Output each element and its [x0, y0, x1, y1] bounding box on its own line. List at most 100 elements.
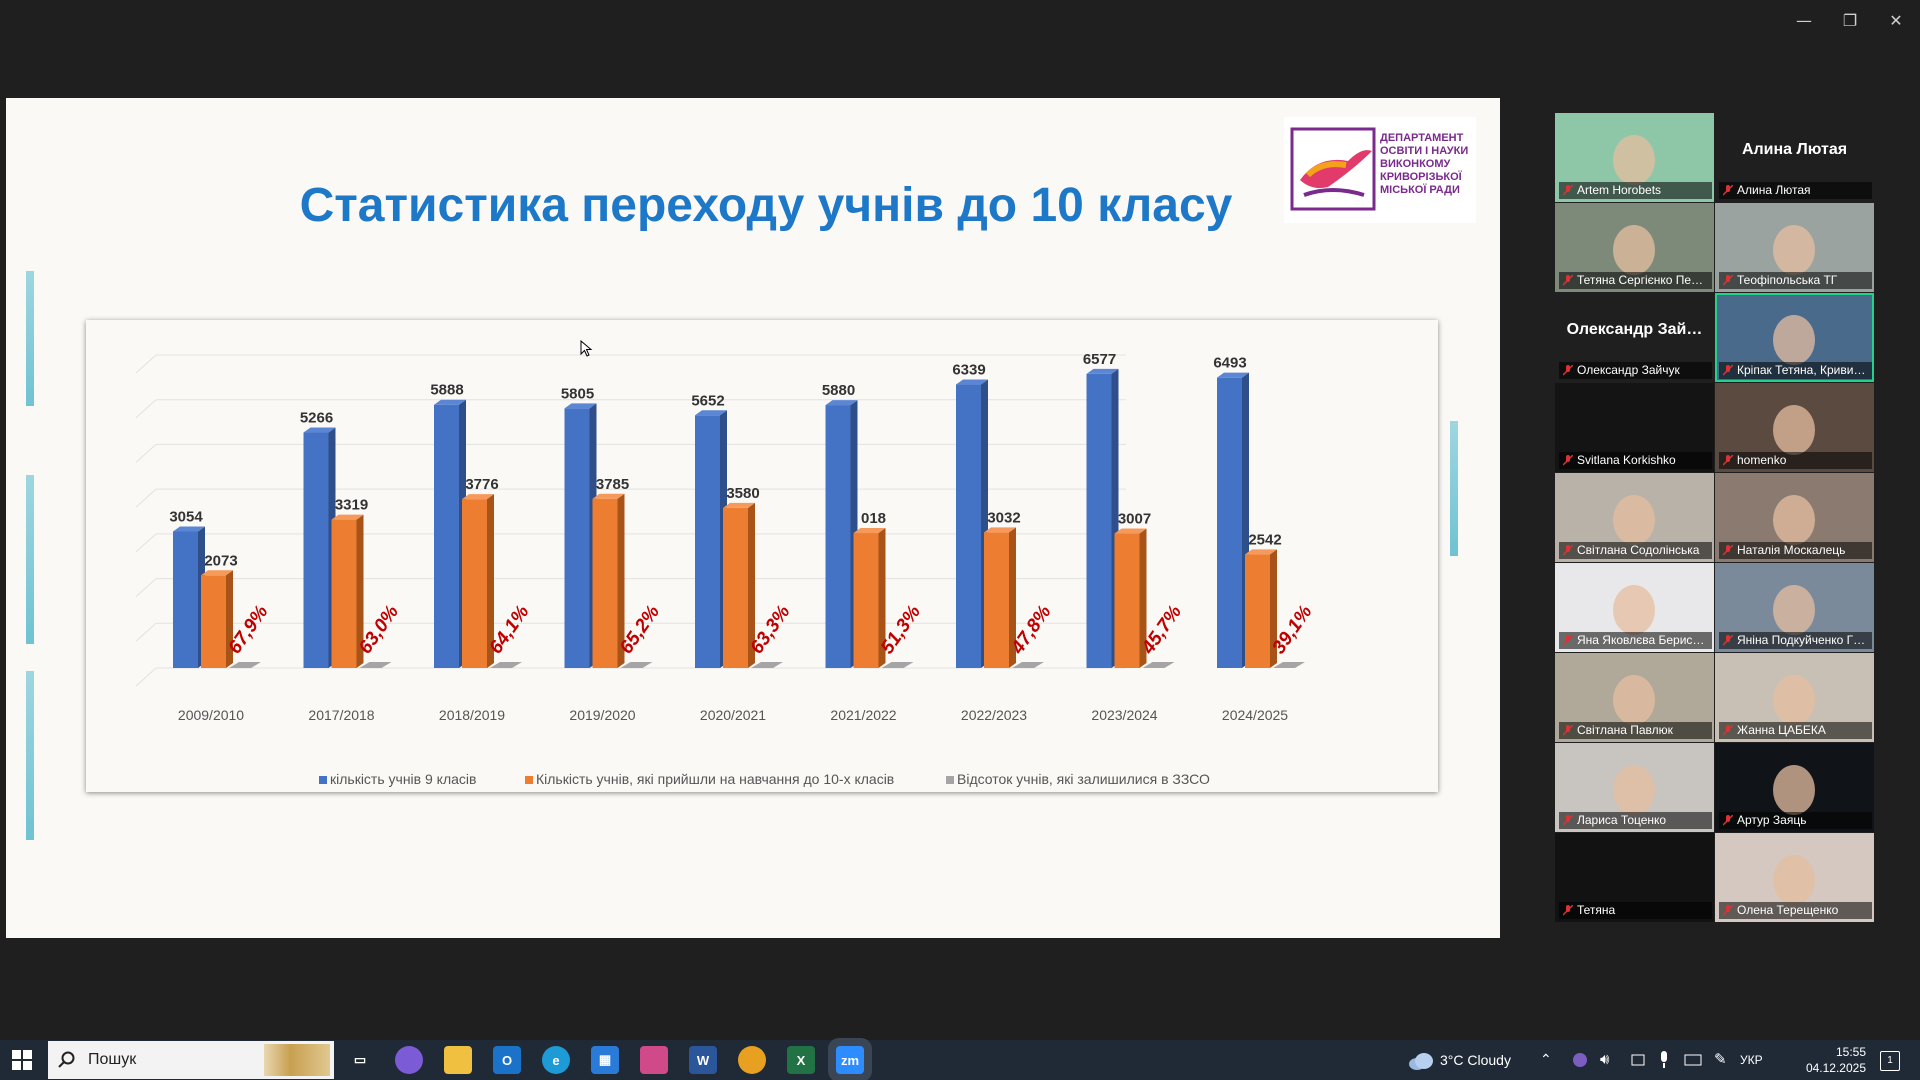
participant-tile[interactable]: Артур Заяць	[1715, 743, 1874, 832]
participant-tile[interactable]: Яна Яковлєва Берис…	[1555, 563, 1714, 652]
bar-10th-grade-top	[1114, 528, 1147, 534]
bar-9th-grade	[825, 405, 851, 668]
bar-percentage	[751, 662, 783, 668]
participant-video	[1613, 135, 1655, 185]
value-label-10th: 3032	[987, 509, 1020, 526]
pen-icon[interactable]: ✎	[1714, 1051, 1727, 1068]
bar-9th-grade-top	[434, 399, 466, 405]
bar-9th-grade-top	[564, 403, 597, 409]
bar-percentage	[620, 662, 653, 668]
meet-now-icon[interactable]	[1630, 1052, 1646, 1068]
muted-mic-icon	[1563, 275, 1573, 286]
copilot-icon[interactable]	[395, 1046, 423, 1074]
close-button[interactable]: ✕	[1889, 10, 1903, 30]
edge-icon[interactable]: e	[542, 1046, 570, 1074]
participant-tile[interactable]: Світлана Содолінська	[1555, 473, 1714, 562]
bar-10th-grade	[1114, 533, 1140, 668]
participant-tile[interactable]: Світлана Павлюк	[1555, 653, 1714, 742]
volume-icon[interactable]: 🔊︎	[1600, 1050, 1610, 1068]
notification-count: 1	[1887, 1055, 1893, 1066]
legend-label: кількість учнів 9 класів	[330, 771, 476, 787]
explorer-icon[interactable]	[444, 1046, 472, 1074]
participant-name: Алина Лютая	[1719, 182, 1872, 199]
bar-10th-grade	[723, 507, 748, 668]
system-tray: ⌃ 🔊︎ ✎ УКР 15:55 04.12.2025 1	[1540, 1041, 1920, 1079]
participant-tile[interactable]: Тетяна Сергієнко Пе…	[1555, 203, 1714, 292]
restore-button[interactable]: ❐	[1842, 10, 1858, 30]
value-label-9th: 6577	[1083, 351, 1116, 368]
gridline-diagonal	[135, 444, 157, 463]
zoom-icon[interactable]: zm	[836, 1046, 864, 1074]
bar-percentage	[359, 662, 392, 668]
windows-start-button[interactable]	[12, 1050, 32, 1070]
bar-10th-grade-top	[331, 514, 364, 520]
value-label-9th: 5805	[561, 385, 594, 402]
store-icon[interactable]: ▦	[591, 1046, 619, 1074]
legend-label: Кількість учнів, які прийшли на навчання…	[536, 771, 894, 787]
muted-mic-icon	[1563, 635, 1573, 646]
participant-video	[1613, 495, 1655, 545]
microphone-icon[interactable]	[1658, 1051, 1670, 1069]
clock-time: 15:55	[1835, 1045, 1866, 1059]
participant-tile[interactable]: Лариса Тоценко	[1555, 743, 1714, 832]
book-logo-icon	[1290, 127, 1376, 211]
outlook-icon[interactable]: O	[493, 1046, 521, 1074]
participant-display-name: Алина Лютая	[1741, 141, 1848, 158]
participant-video	[1773, 765, 1815, 815]
participant-name: Тетяна Сергієнко Пе…	[1559, 272, 1712, 289]
participant-tile[interactable]: Яніна Подкуйченко Г…	[1715, 563, 1874, 652]
bar-percentage	[229, 662, 261, 668]
participant-tile[interactable]: Artem Horobets	[1555, 113, 1714, 202]
bar-percentage	[490, 662, 522, 668]
bar-9th-grade	[564, 408, 590, 668]
value-label-9th: 5652	[691, 392, 724, 409]
muted-mic-icon	[1723, 455, 1733, 466]
bar-10th-grade	[462, 499, 487, 668]
value-label-10th: 3785	[596, 476, 629, 493]
muted-mic-icon	[1563, 815, 1573, 826]
participant-tile[interactable]: Кріпак Тетяна, Кривий Ріг	[1715, 293, 1874, 382]
bar-10th-grade-top	[1245, 549, 1277, 555]
bar-9th-grade-top	[173, 526, 205, 532]
participant-tile[interactable]: Тетяна	[1555, 833, 1714, 922]
word-icon[interactable]: W	[689, 1046, 717, 1074]
participant-video	[1613, 225, 1655, 275]
muted-mic-icon	[1723, 905, 1733, 916]
viber-icon[interactable]	[1572, 1052, 1588, 1068]
participant-video	[1773, 405, 1815, 455]
bar-9th-grade	[434, 404, 459, 668]
shared-screen: Статистика переходу учнів до 10 класу ДЕ…	[6, 98, 1500, 938]
clock-date: 04.12.2025	[1805, 1061, 1866, 1075]
participant-tile[interactable]: Жанна ЦАБЕКА	[1715, 653, 1874, 742]
value-label-10th: 2073	[204, 552, 237, 569]
m365-icon[interactable]	[640, 1046, 668, 1074]
bar-10th-grade	[201, 575, 226, 668]
language-indicator[interactable]: УКР	[1740, 1053, 1763, 1067]
participant-tile[interactable]: Svitlana Korkishko	[1555, 383, 1714, 472]
participant-tile[interactable]: Олександр Зай… Олександр Зайчук	[1555, 293, 1714, 382]
value-label-9th: 5888	[430, 382, 463, 399]
participant-tile[interactable]: homenko	[1715, 383, 1874, 472]
notifications-button[interactable]: 1	[1880, 1051, 1900, 1071]
search-placeholder: Пошук	[88, 1051, 137, 1068]
participant-tile[interactable]: Алина Лютая Алина Лютая	[1715, 113, 1874, 202]
bar-10th-grade-side	[1270, 549, 1277, 668]
task-view-icon[interactable]: ▭	[346, 1046, 374, 1074]
participant-tile[interactable]: Наталія Москалець	[1715, 473, 1874, 562]
taskbar-search[interactable]: Пошук	[48, 1041, 334, 1079]
show-hidden-icons-icon[interactable]: ⌃	[1540, 1051, 1552, 1067]
chrome-icon[interactable]	[738, 1046, 766, 1074]
participant-name: Яніна Подкуйченко Г…	[1719, 632, 1872, 649]
participant-name: Наталія Москалець	[1719, 542, 1872, 559]
participant-tile[interactable]: Теофіпольська ТГ	[1715, 203, 1874, 292]
decor-bar-left-1	[26, 271, 34, 406]
participant-tile[interactable]: Олена Терещенко	[1715, 833, 1874, 922]
minimize-button[interactable]: —	[1796, 10, 1812, 30]
network-icon[interactable]	[1684, 1052, 1702, 1068]
weather-text: 3°C Cloudy	[1440, 1052, 1511, 1068]
bar-9th-grade	[1086, 373, 1112, 668]
excel-icon[interactable]: X	[787, 1046, 815, 1074]
participant-name: Олена Терещенко	[1719, 902, 1872, 919]
bar-10th-grade-side	[226, 570, 233, 668]
clock[interactable]: 15:55 04.12.2025	[1804, 1044, 1866, 1076]
